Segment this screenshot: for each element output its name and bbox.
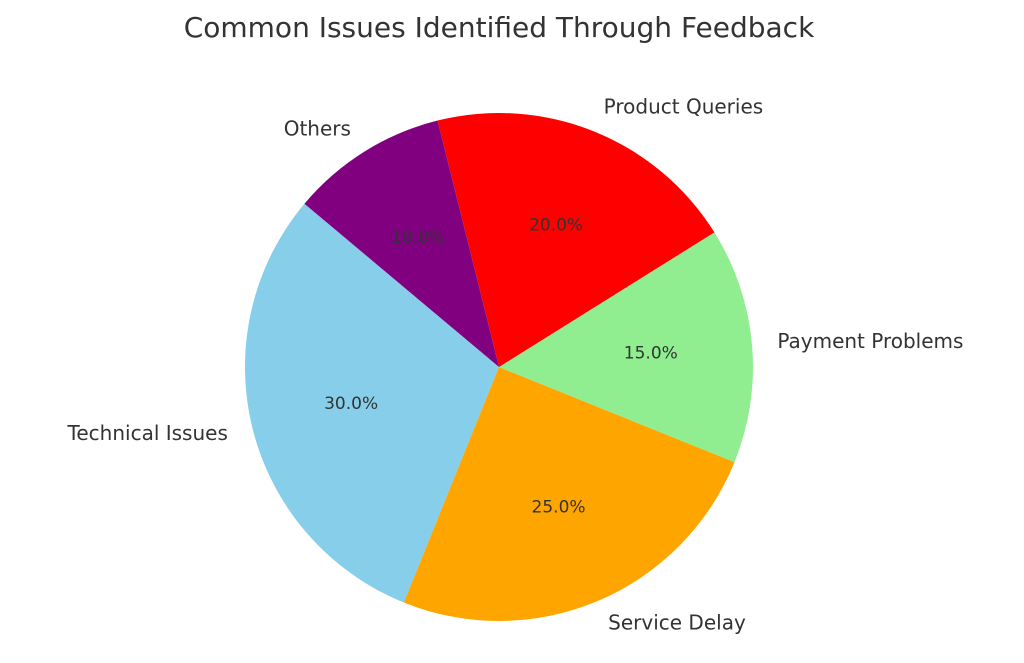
pie-slice-payment-problems <box>499 232 753 463</box>
pie-slice-others <box>304 120 499 367</box>
category-label-others: Others <box>284 117 351 141</box>
percent-label-service-delay: 25.0% <box>532 497 586 517</box>
pie-category-labels: Technical Issues Service Delay Payment Pro… <box>67 94 964 634</box>
percent-label-others: 10.0% <box>391 228 445 248</box>
category-label-technical-issues: Technical Issues <box>67 421 228 445</box>
pie-percent-labels: 30.0% 25.0% 15.0% 20.0% 10.0% <box>324 216 678 518</box>
category-label-service-delay: Service Delay <box>608 611 746 635</box>
category-label-payment-problems: Payment Problems <box>777 329 963 353</box>
category-label-product-queries: Product Queries <box>604 94 764 118</box>
percent-label-payment-problems: 15.0% <box>624 344 678 364</box>
percent-label-technical-issues: 30.0% <box>324 394 378 414</box>
pie-slice-product-queries <box>437 112 715 367</box>
pie-slice-service-delay <box>403 367 735 621</box>
pie-slices <box>244 112 753 621</box>
chart-title: Common Issues Identified Through Feedbac… <box>184 11 815 44</box>
percent-label-product-queries: 20.0% <box>529 216 583 236</box>
pie-slice-technical-issues <box>244 203 499 603</box>
